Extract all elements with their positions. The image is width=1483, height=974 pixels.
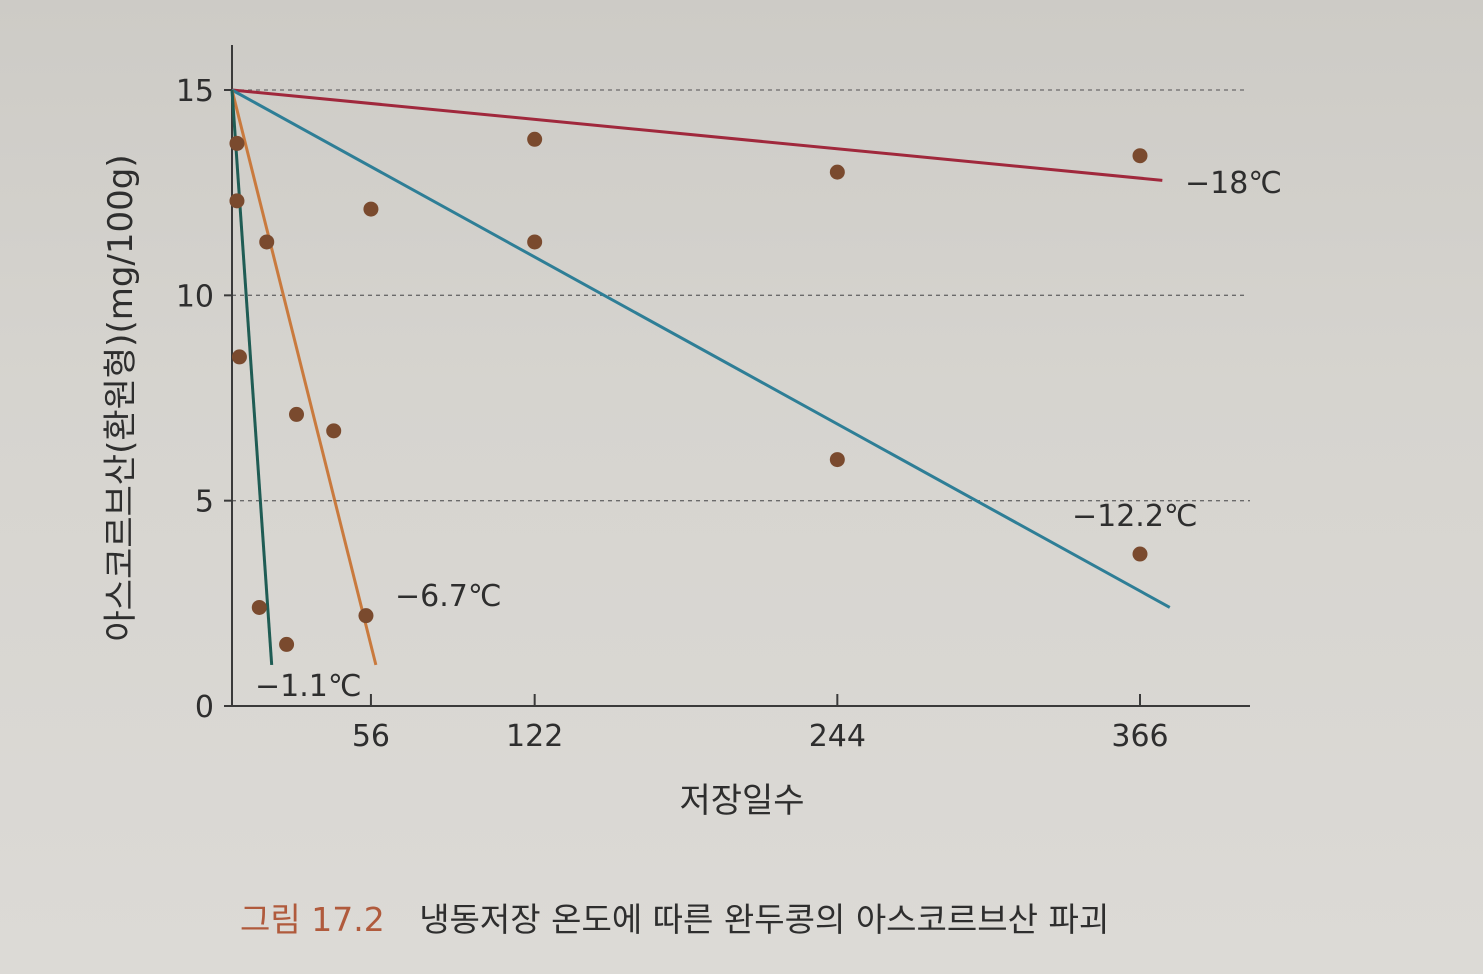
data-point bbox=[231, 349, 247, 365]
y-tick-label: 15 bbox=[176, 74, 214, 109]
x-tick-label: 56 bbox=[352, 719, 390, 754]
data-points bbox=[229, 131, 1148, 652]
data-point bbox=[527, 131, 543, 147]
y-tick-label: 10 bbox=[176, 279, 214, 314]
series-label: −6.7℃ bbox=[395, 579, 502, 614]
data-point bbox=[229, 135, 245, 151]
x-tick-label: 122 bbox=[506, 719, 563, 754]
series-label: −18℃ bbox=[1185, 166, 1282, 201]
x-tick-label: 244 bbox=[809, 719, 866, 754]
data-point bbox=[289, 406, 305, 422]
data-point bbox=[251, 599, 267, 615]
data-point bbox=[229, 193, 245, 209]
series-line bbox=[230, 89, 274, 666]
y-axis-title: 아스코르브산(환원형)(mg/100g) bbox=[101, 154, 141, 641]
data-point bbox=[279, 636, 295, 652]
caption-text: 냉동저장 온도에 따른 완두콩의 아스코르브산 파괴 bbox=[419, 900, 1110, 939]
tick-layer: 0 5 10 15 56 122 244 366 bbox=[176, 74, 1169, 754]
grid-layer bbox=[232, 89, 1250, 502]
figure-number: 그림 17.2 bbox=[240, 900, 385, 939]
data-point bbox=[326, 423, 342, 439]
series-line bbox=[231, 88, 1163, 182]
series-label: −1.1℃ bbox=[255, 669, 362, 704]
series-label: −12.2℃ bbox=[1072, 499, 1198, 534]
data-point bbox=[358, 608, 374, 624]
data-point bbox=[829, 164, 845, 180]
data-point bbox=[259, 234, 275, 250]
y-tick-label: 5 bbox=[195, 485, 214, 520]
axis-layer bbox=[231, 45, 1250, 707]
figure-caption: 그림 17.2 냉동저장 온도에 따른 완두콩의 아스코르브산 파괴 bbox=[240, 893, 1109, 941]
data-point bbox=[527, 234, 543, 250]
series-line bbox=[230, 89, 378, 666]
data-point bbox=[363, 201, 379, 217]
series-line bbox=[231, 88, 1171, 609]
series-labels: −18℃ −12.2℃ −6.7℃ −1.1℃ bbox=[255, 166, 1282, 704]
data-point bbox=[1132, 546, 1148, 562]
data-point bbox=[829, 452, 845, 468]
data-point bbox=[1132, 148, 1148, 164]
trend-lines bbox=[230, 88, 1171, 666]
x-tick-label: 366 bbox=[1111, 719, 1168, 754]
x-axis-title: 저장일수 bbox=[679, 781, 804, 821]
y-tick-label: 0 bbox=[195, 690, 214, 725]
